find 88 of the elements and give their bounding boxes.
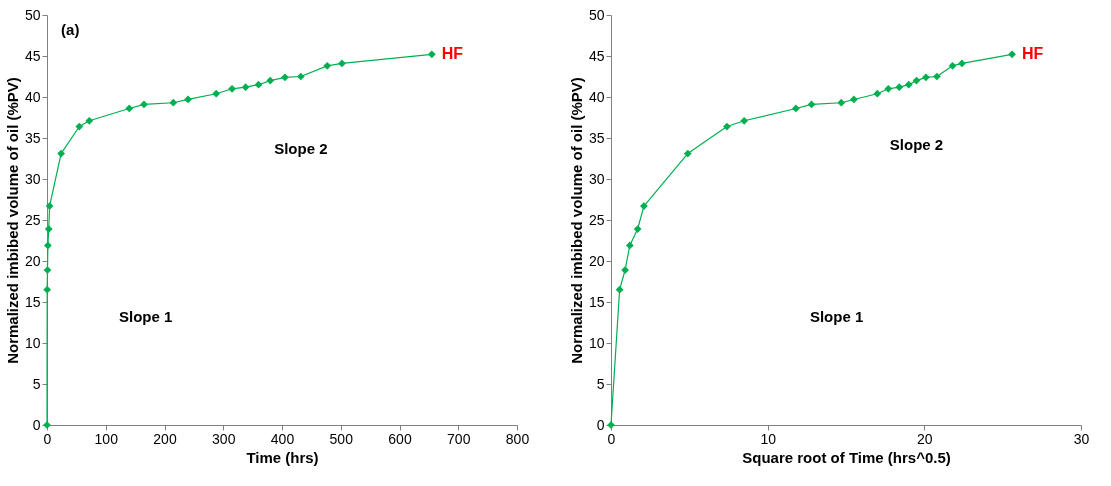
annotation: Slope 1 xyxy=(809,308,864,326)
point xyxy=(740,116,749,125)
x-tick-label: 500 xyxy=(329,430,354,447)
point xyxy=(140,100,148,109)
point xyxy=(895,83,904,92)
y-tick-label: 10 xyxy=(588,334,605,351)
y-tick-label: 5 xyxy=(32,375,41,392)
x-tick-label: 300 xyxy=(212,430,236,447)
y-tick-label: 35 xyxy=(24,129,41,146)
annotation: Slope 2 xyxy=(274,140,328,158)
point xyxy=(625,241,634,250)
point xyxy=(57,149,65,158)
point xyxy=(169,98,178,107)
x-axis-title: Square root of Time (hrs^0.5) xyxy=(742,448,951,466)
point xyxy=(338,59,346,68)
y-tick-label: 30 xyxy=(24,170,41,187)
point xyxy=(884,84,893,93)
point xyxy=(807,100,816,109)
y-tick-label: 50 xyxy=(24,6,41,23)
point xyxy=(427,50,436,59)
x-tick-label: 800 xyxy=(505,430,530,447)
point xyxy=(932,72,941,81)
y-tick-label: 20 xyxy=(24,252,41,269)
point xyxy=(922,73,930,82)
y-tick-label: 50 xyxy=(588,6,605,23)
x-tick-label: 700 xyxy=(447,430,471,447)
x-tick-label: 200 xyxy=(153,430,177,447)
y-tick-label: 0 xyxy=(596,416,605,433)
y-tick-label: 30 xyxy=(588,170,605,187)
point xyxy=(640,202,648,210)
y-tick-label: 35 xyxy=(588,129,605,146)
point xyxy=(296,72,305,81)
point xyxy=(43,285,52,294)
series-label: HF xyxy=(441,45,464,63)
point xyxy=(44,225,53,233)
x-tick-label: 0 xyxy=(607,430,616,447)
point xyxy=(958,59,966,68)
point xyxy=(241,83,250,92)
point xyxy=(254,80,263,89)
x-tick-label: 100 xyxy=(94,430,119,447)
point xyxy=(85,116,94,125)
point xyxy=(266,76,275,85)
y-tick-label: 0 xyxy=(32,416,41,433)
point xyxy=(228,84,236,93)
x-tick-label: 20 xyxy=(917,430,933,447)
x-tick-label: 0 xyxy=(43,430,52,447)
y-axis-title: Normalized imbibed volume of oil (%PV) xyxy=(3,77,21,364)
point xyxy=(791,104,800,113)
point xyxy=(44,241,52,250)
annotation: Slope 1 xyxy=(119,308,173,326)
point xyxy=(281,73,289,82)
point xyxy=(75,122,84,131)
annotation: (a) xyxy=(61,21,80,39)
y-tick-label: 45 xyxy=(588,47,605,64)
y-tick-label: 25 xyxy=(588,211,605,228)
point xyxy=(683,149,692,158)
x-axis-title: Time (hrs) xyxy=(246,448,319,466)
y-tick-label: 20 xyxy=(588,252,605,269)
point xyxy=(849,95,858,104)
point xyxy=(615,285,624,294)
annotation: Slope 2 xyxy=(889,136,944,153)
point xyxy=(184,95,192,104)
point xyxy=(323,61,332,70)
point xyxy=(873,89,882,98)
point xyxy=(837,98,846,107)
point xyxy=(904,80,913,89)
y-tick-label: 25 xyxy=(24,211,41,228)
point xyxy=(212,89,221,98)
point xyxy=(125,104,134,113)
point xyxy=(633,225,642,233)
point xyxy=(43,266,52,274)
y-tick-label: 10 xyxy=(24,334,41,351)
y-tick-label: 40 xyxy=(588,88,605,105)
y-tick-label: 15 xyxy=(24,293,41,310)
y-tick-label: 40 xyxy=(24,88,41,105)
y-tick-label: 5 xyxy=(596,375,605,392)
y-axis-title: Normalized imbibed volume of oil (%PV) xyxy=(567,77,585,364)
point xyxy=(948,61,957,70)
x-tick-label: 400 xyxy=(270,430,295,447)
y-tick-label: 15 xyxy=(588,293,605,310)
point xyxy=(723,122,731,131)
y-tick-label: 45 xyxy=(24,47,41,64)
series-label: HF xyxy=(1022,45,1044,63)
x-tick-label: 600 xyxy=(388,430,412,447)
point xyxy=(1008,50,1016,59)
point xyxy=(45,202,54,210)
x-tick-label: 10 xyxy=(760,430,777,447)
x-tick-label: 30 xyxy=(1073,430,1090,447)
